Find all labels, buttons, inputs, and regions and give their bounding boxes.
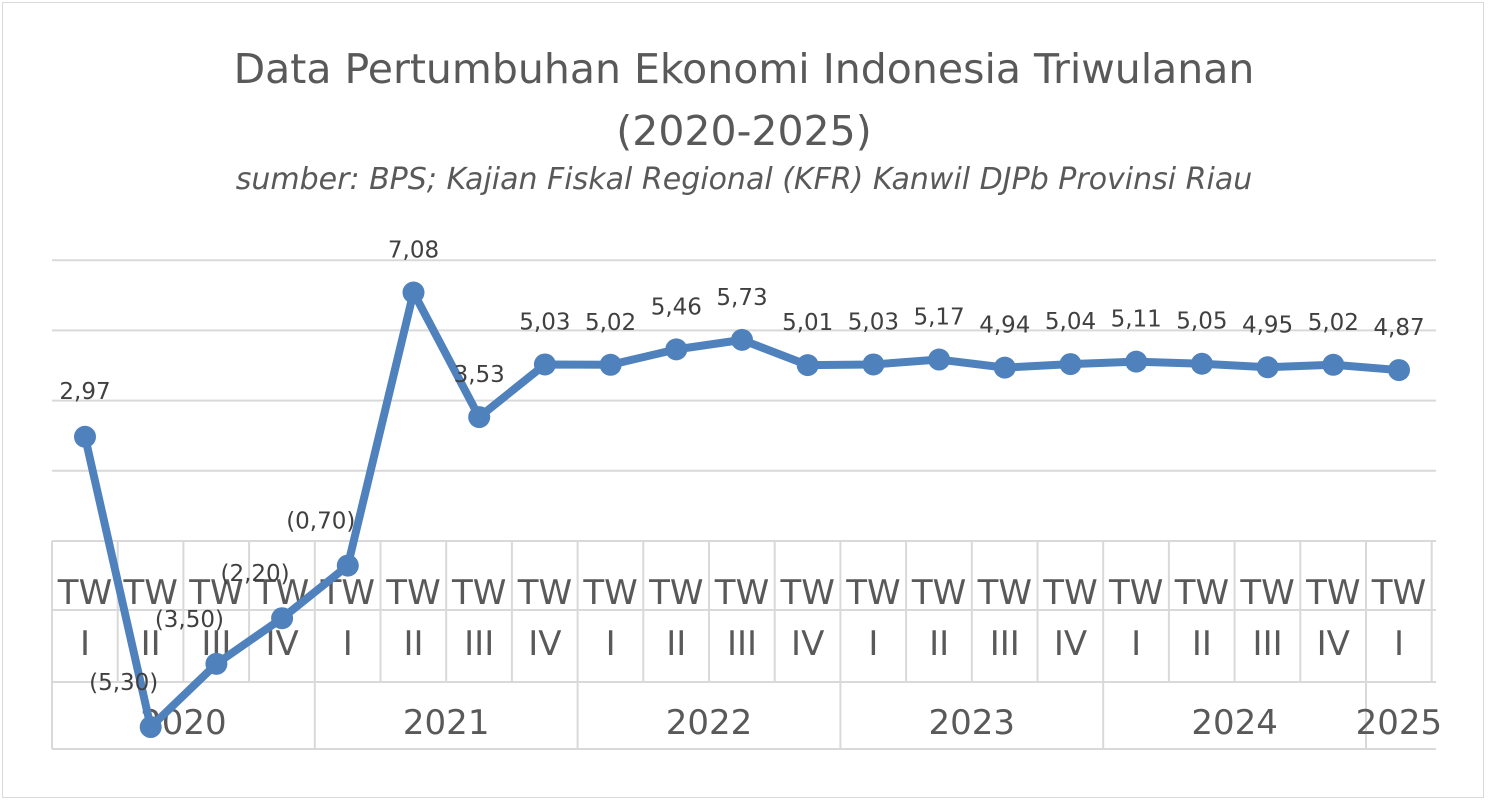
data-point [993,356,1016,379]
tick-label-prefix: TW [57,573,112,613]
data-point [336,554,359,577]
data-point [74,425,96,448]
chart-subtitle: sumber: BPS; Kajian Fiskal Regional (KFR… [235,162,1253,197]
tick-label-prefix: TW [911,573,966,613]
data-point [796,354,819,377]
data-point [533,353,556,376]
data-label: 5,03 [848,309,899,335]
data-point [1059,353,1082,376]
data-point [862,353,885,376]
tick-label-prefix: TW [123,573,178,613]
tick-label-quarter: I [1394,624,1404,664]
data-label: 4,95 [1242,312,1293,338]
data-point [1125,350,1148,373]
tick-label-prefix: TW [451,573,506,613]
chart-title-line2: (2020-2025) [616,107,872,155]
tick-label-prefix: TW [1305,573,1360,613]
data-point [205,652,228,675]
tick-label-quarter: III [727,624,757,664]
tick-label-prefix: TW [648,573,703,613]
data-label: 5,04 [1045,309,1096,335]
tick-label-quarter: IV [528,624,561,664]
tick-label-quarter: II [929,624,949,664]
data-point [1322,353,1345,376]
data-label: 4,87 [1373,315,1424,341]
data-point [139,716,162,739]
data-label: 2,97 [59,379,110,405]
tick-label-quarter: II [666,624,686,664]
data-label: (3,50) [155,607,224,633]
data-point [928,348,951,371]
tick-label-quarter: IV [1317,624,1350,664]
tick-label-quarter: IV [1054,624,1087,664]
data-point [665,338,688,361]
data-label: 5,03 [519,309,570,335]
tick-label-prefix: TW [517,573,572,613]
tick-label-quarter: I [868,624,878,664]
data-point [468,406,491,429]
year-label: 2025 [1356,703,1443,743]
data-point [1256,356,1279,379]
year-label: 2022 [666,703,753,743]
tick-label-quarter: II [403,624,423,664]
tick-label-prefix: TW [582,573,637,613]
data-label: 7,08 [388,237,439,263]
data-point [599,353,622,376]
data-label: 3,53 [454,362,505,388]
tick-label-prefix: TW [845,573,900,613]
data-label: 5,17 [913,305,964,331]
data-label: 5,02 [1308,310,1359,336]
year-label: 2024 [1191,703,1278,743]
category-axis: TWITWIITWIIITWIVTWITWIITWIIITWIVTWITWIIT… [51,540,1443,750]
data-label: 4,94 [979,313,1030,339]
tick-label-quarter: III [464,624,494,664]
tick-label-quarter: III [1253,624,1283,664]
year-label: 2023 [929,703,1016,743]
data-label: (5,30) [89,670,158,696]
tick-label-prefix: TW [1371,573,1426,613]
tick-label-prefix: TW [714,573,769,613]
tick-label-prefix: TW [188,573,243,613]
data-label: 5,46 [651,294,702,320]
tick-label-quarter: II [141,624,161,664]
tick-label-quarter: I [1131,624,1141,664]
tick-label-quarter: IV [791,624,824,664]
tick-label-prefix: TW [1239,573,1294,613]
data-point [1190,352,1213,375]
data-points [74,281,1410,739]
data-label: 5,01 [782,310,833,336]
data-point [271,607,294,630]
chart-title: Data Pertumbuhan Ekonomi Indonesia Triwu… [233,45,1255,93]
tick-label-quarter: III [990,624,1020,664]
data-labels: 2,97 (5,30) (3,50) (2,20) (0,70) 7,08 3,53 5,03… [59,237,1424,696]
data-point [731,328,753,351]
tick-label-prefix: TW [780,573,835,613]
tick-label-quarter: II [1192,624,1212,664]
tick-label-prefix: TW [1108,573,1163,613]
year-label: 2021 [403,703,490,743]
data-label: 5,73 [716,285,767,311]
tick-label-prefix: TW [977,573,1032,613]
data-label: 5,02 [585,310,636,336]
tick-label-prefix: TW [1042,573,1097,613]
data-label: (0,70) [286,509,355,535]
tick-label-quarter: I [343,624,353,664]
data-label: 5,11 [1111,307,1162,333]
data-point [1388,359,1410,382]
tick-label-quarter: I [80,624,90,664]
tick-label-prefix: TW [1174,573,1229,613]
data-label: (2,20) [221,561,290,587]
tick-label-prefix: TW [385,573,440,613]
tick-label-quarter: I [606,624,616,664]
data-point [402,281,425,304]
data-label: 5,05 [1176,309,1227,335]
